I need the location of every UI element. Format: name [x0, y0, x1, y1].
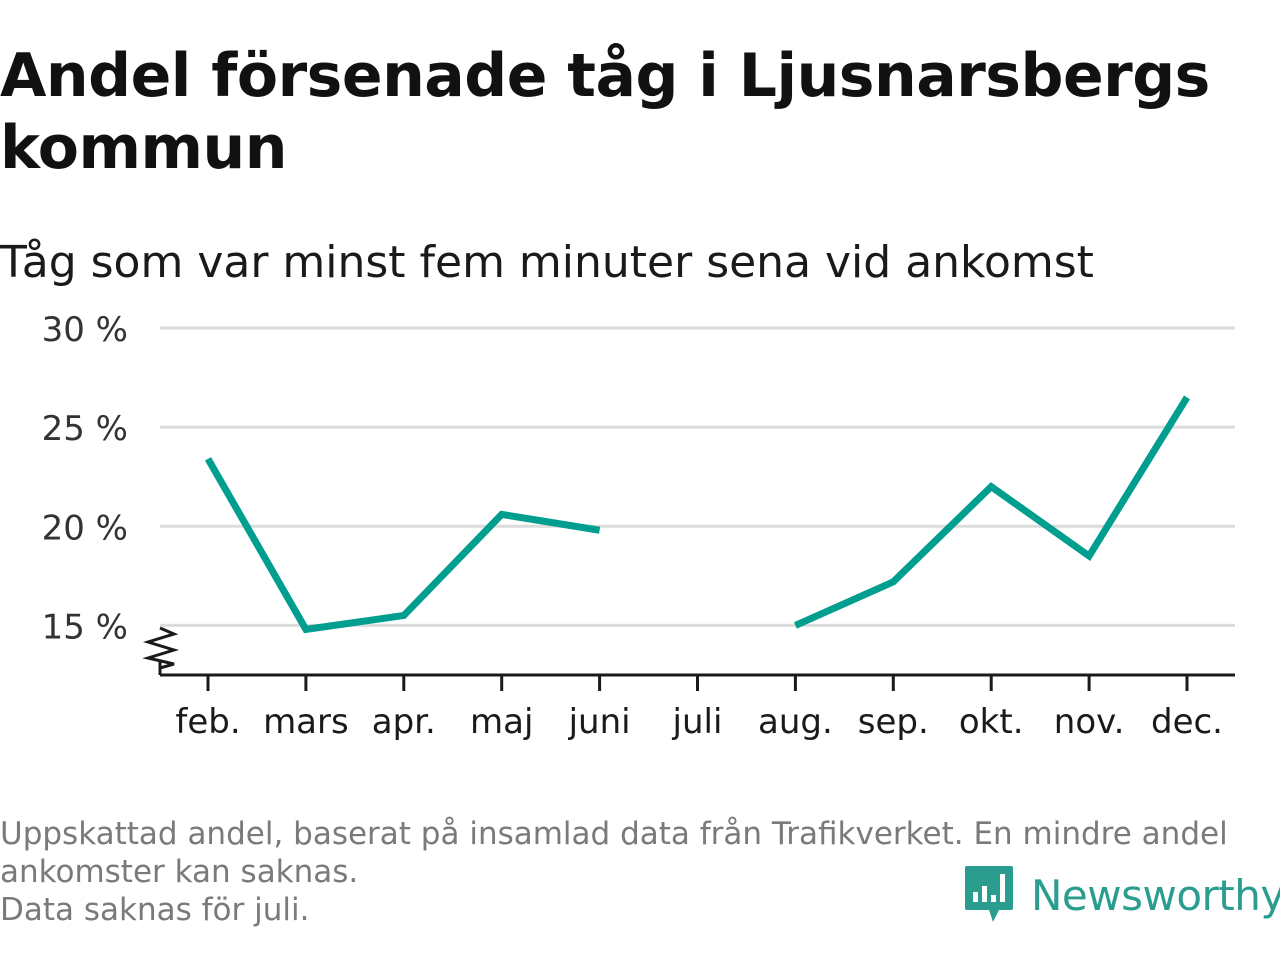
x-tick-label: sep. — [858, 702, 929, 742]
x-tick-label: okt. — [959, 702, 1024, 742]
x-tick-label: apr. — [372, 702, 436, 742]
newsworthy-logo[interactable]: Newsworthy — [963, 862, 1280, 928]
x-tick-label: feb. — [175, 702, 240, 742]
y-axis-ticks: 15 % 20 % 25 % 30 % — [42, 310, 128, 647]
y-tick-label: 25 % — [42, 409, 128, 449]
x-tick-label: nov. — [1054, 702, 1125, 742]
axis-break-icon — [142, 626, 180, 670]
series-lines — [204, 395, 1190, 634]
footnote-line: Uppskattad andel, baserat på insamlad da… — [0, 816, 1228, 852]
chart-subtitle: Tåg som var minst fem minuter sena vid a… — [0, 237, 1094, 288]
newsworthy-logo-icon — [965, 866, 1013, 922]
x-tick-label: dec. — [1151, 702, 1223, 742]
x-tick-label: juni — [568, 702, 631, 742]
x-axis: feb. mars apr. maj juni juli aug. sep. okt. nov. d… — [142, 626, 1235, 742]
brand-name: Newsworthy — [1031, 870, 1280, 920]
footnote-line: Data saknas för juli. — [0, 892, 310, 928]
footnotes: Uppskattad andel, baserat på insamlad da… — [0, 815, 1270, 929]
y-tick-label: 15 % — [42, 607, 128, 647]
gridlines — [160, 326, 1235, 627]
x-tick-label: juli — [672, 702, 723, 742]
y-tick-label: 30 % — [42, 310, 128, 350]
footnote-line: ankomster kan saknas. — [0, 854, 359, 890]
x-tick-label: mars — [263, 702, 349, 742]
series-line — [204, 457, 601, 634]
line-chart: 15 % 20 % 25 % 30 % feb. mars apr. maj juni juli… — [42, 310, 1235, 742]
x-tick-label: aug. — [758, 702, 833, 742]
x-tick-label: maj — [470, 702, 533, 742]
y-tick-label: 20 % — [42, 508, 128, 548]
chart-title: Andel försenade tåg i Ljusnarsbergs komm… — [0, 41, 1210, 183]
series-line — [793, 395, 1190, 629]
